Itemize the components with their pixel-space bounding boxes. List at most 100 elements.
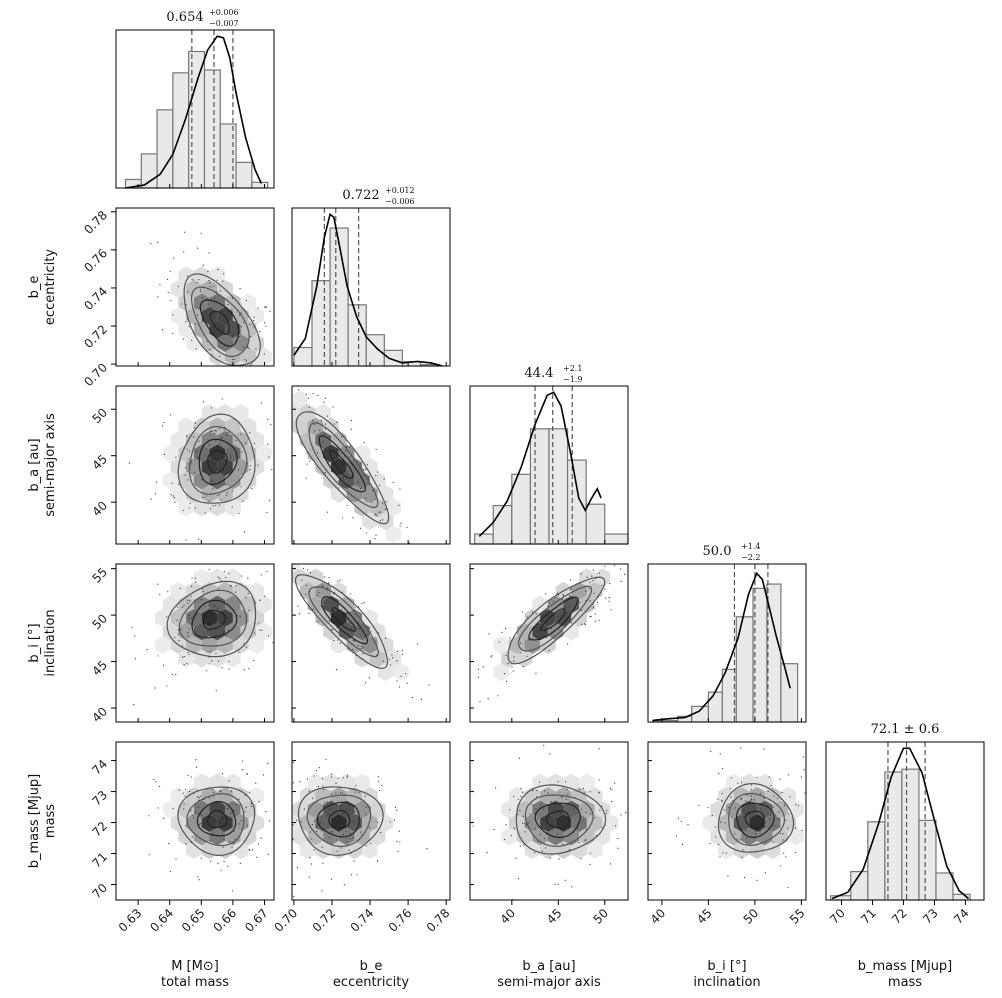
sample-point — [298, 658, 299, 659]
sample-point — [208, 500, 210, 502]
y-axis-sublabel-b_e: eccentricity — [43, 249, 58, 325]
sample-point — [365, 532, 368, 534]
sample-point — [232, 321, 234, 323]
sample-point — [251, 487, 253, 490]
sample-point — [591, 575, 593, 577]
sample-point — [266, 388, 267, 389]
sample-point — [305, 593, 307, 595]
sample-point — [787, 827, 789, 829]
sample-point — [378, 511, 380, 513]
sample-point — [398, 504, 400, 506]
sample-point — [181, 606, 184, 608]
sample-point — [213, 606, 215, 608]
y-axis-sublabel-b_mass: mass — [43, 804, 58, 838]
sample-point — [379, 831, 382, 834]
histogram-M: 0.654 +0.006 −0.007 — [115, 8, 275, 189]
contour-line — [202, 609, 227, 630]
sample-point — [198, 797, 200, 799]
sample-point — [609, 583, 611, 585]
sample-point — [211, 611, 213, 614]
sample-point — [233, 842, 235, 844]
sample-point — [223, 571, 225, 573]
sample-point — [191, 577, 193, 579]
sample-point — [624, 573, 626, 575]
sample-point — [362, 468, 364, 470]
hexbin — [555, 814, 572, 832]
sample-point — [244, 375, 245, 376]
sample-point — [526, 655, 528, 657]
sample-point — [223, 630, 225, 632]
sample-point — [157, 655, 159, 657]
hexbin — [323, 471, 339, 490]
histogram-bar — [383, 349, 404, 367]
sample-point — [368, 483, 370, 486]
sample-point — [229, 841, 231, 843]
sample-point — [808, 838, 809, 839]
sample-point — [477, 676, 480, 678]
sample-point — [195, 766, 198, 769]
sample-point — [204, 827, 206, 830]
sample-point — [345, 467, 347, 469]
sample-point — [761, 818, 763, 820]
hexbin — [586, 787, 603, 805]
sample-point — [756, 879, 758, 881]
sample-point — [544, 630, 546, 632]
sample-point — [620, 814, 622, 816]
sample-point — [557, 824, 559, 827]
hexbin — [232, 404, 249, 422]
sample-point — [506, 680, 508, 682]
sample-point — [210, 286, 212, 288]
sample-point — [223, 838, 225, 841]
sample-point — [157, 241, 159, 244]
hexbin — [217, 485, 233, 503]
sample-point — [349, 832, 352, 835]
sample-point — [208, 252, 210, 254]
sample-point — [334, 423, 336, 425]
sample-point — [357, 645, 359, 647]
sample-point — [250, 805, 253, 807]
sample-point — [258, 800, 260, 803]
sample-point — [257, 843, 260, 845]
sample-point — [680, 820, 682, 823]
sample-point — [584, 623, 586, 626]
sample-point — [308, 612, 310, 614]
sample-point — [802, 756, 804, 758]
panel-inner — [266, 388, 410, 544]
sample-point — [614, 782, 616, 784]
sample-point — [239, 615, 241, 617]
sample-point — [238, 336, 240, 338]
sample-point — [339, 792, 341, 794]
panel-inner — [472, 744, 627, 900]
sample-point — [220, 817, 222, 819]
sample-point — [210, 407, 213, 409]
sample-point — [227, 629, 229, 632]
y-tick-label: 50 — [89, 405, 110, 426]
sample-point — [228, 660, 230, 662]
contour-line — [166, 580, 257, 658]
sample-point — [326, 801, 329, 803]
hexbin — [178, 800, 194, 819]
sample-point — [329, 808, 332, 810]
y-axis-sublabel-b_i: inclination — [43, 609, 58, 676]
sample-point — [336, 850, 338, 852]
sample-point — [195, 348, 197, 350]
sample-point — [198, 538, 200, 540]
x-axis-label-b_mass: b_mass [Mjup] — [858, 959, 953, 974]
contour-line — [186, 793, 245, 847]
sample-point — [759, 808, 762, 810]
sample-point — [177, 285, 179, 288]
sample-point — [200, 814, 202, 816]
sample-point — [550, 627, 552, 629]
sample-point — [593, 592, 595, 594]
sample-point — [227, 823, 229, 825]
hexbin — [232, 814, 249, 832]
sample-point — [347, 809, 349, 811]
sample-point — [753, 799, 755, 801]
sample-point — [268, 820, 271, 822]
sample-point — [200, 823, 202, 825]
sample-point — [254, 374, 255, 375]
hexbin — [757, 827, 773, 846]
sample-point — [322, 806, 324, 808]
sample-point — [585, 839, 587, 841]
sample-point — [222, 280, 224, 282]
